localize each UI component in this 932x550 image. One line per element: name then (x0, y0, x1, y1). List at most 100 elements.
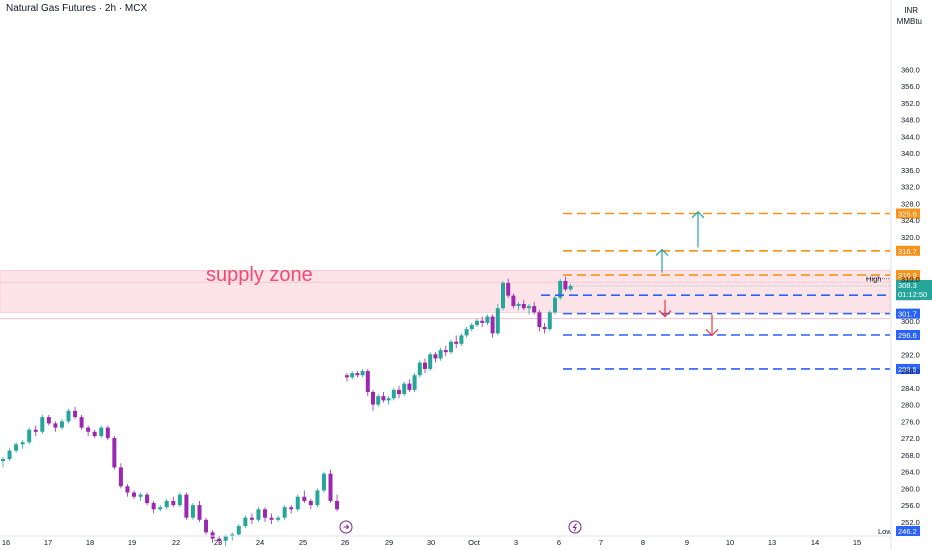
x-tick-label: 24 (256, 538, 264, 547)
last-price-tag[interactable]: 308.301:12:50 (896, 279, 932, 300)
candle (164, 498, 169, 510)
candle-body (376, 396, 381, 405)
level-tag-316.7[interactable]: 316.7 (896, 245, 920, 256)
y-tick-label: 324.0 (901, 216, 920, 225)
candle-body (249, 517, 254, 520)
level-tag-325.6[interactable]: 325.6 (896, 208, 920, 219)
candle-body (464, 329, 469, 336)
candle-body (469, 324, 474, 330)
candle (407, 379, 412, 392)
candle (475, 318, 479, 328)
candle-body (210, 532, 215, 539)
candle (138, 492, 143, 501)
candle-body (302, 496, 307, 501)
y-tick-label: 310.0 (901, 275, 920, 284)
level-tag-310.9[interactable]: 310.9 (896, 270, 920, 281)
candle-body (158, 507, 163, 510)
level-tag-301.7[interactable]: 301.7 (896, 308, 920, 319)
candle (125, 484, 130, 497)
candle (516, 301, 521, 311)
candle (376, 394, 381, 407)
candle (7, 448, 12, 462)
candle (27, 427, 32, 445)
y-tick-label: 288.0 (901, 367, 920, 376)
candle (371, 389, 375, 411)
y-tick-label: 332.0 (901, 183, 920, 192)
candle-body (276, 517, 281, 520)
arrow-up (655, 248, 669, 273)
candle (443, 345, 448, 357)
level-tag-text: 301.7 (898, 310, 917, 319)
y-tick-label: 320.0 (901, 233, 920, 242)
candle (99, 425, 104, 439)
candle-body (412, 375, 417, 390)
y-tick-label: 260.0 (901, 484, 920, 493)
candle-body (86, 427, 91, 432)
level-tag-box (896, 330, 920, 341)
candle (236, 523, 241, 537)
candle (282, 505, 287, 520)
candle-body (14, 444, 19, 451)
candle (532, 301, 537, 315)
candle (177, 492, 182, 508)
candle (386, 396, 391, 405)
level-tag-text: 288.5 (898, 365, 917, 374)
candle-body (563, 280, 568, 290)
supply-zone (0, 270, 891, 320)
level-tag-box (896, 308, 920, 319)
candle-body (423, 362, 427, 369)
candle (86, 425, 91, 436)
y-tick-label: 292.0 (901, 350, 920, 359)
candle-body (521, 304, 526, 309)
level-tag-288.5[interactable]: 288.5 (896, 363, 920, 374)
candle-body (125, 486, 130, 493)
x-tick-label: Oct (468, 538, 481, 547)
candle-body (79, 417, 84, 428)
candle-body (73, 410, 78, 418)
candle (197, 500, 202, 522)
candle (397, 385, 401, 399)
candle (485, 314, 490, 325)
candle (433, 352, 438, 363)
candle (204, 517, 209, 535)
candle (210, 530, 215, 543)
arrow-head (658, 310, 672, 318)
y-tick-label: 348.0 (901, 116, 920, 125)
candle (249, 513, 254, 524)
candle-body (295, 496, 300, 510)
time-axis[interactable]: 16 17 18 19 22 23 24 25 26 29 30 Oct 3 6 7 8 9 10 13 14 15 (0, 535, 891, 547)
candle-body (33, 429, 38, 432)
projection-arrows (655, 210, 719, 337)
candle (511, 293, 516, 309)
y-tick-label: 356.0 (901, 82, 920, 91)
x-tick-label: 26 (341, 538, 349, 547)
candle (66, 408, 71, 424)
candle-body (495, 308, 500, 334)
event-flash-icon[interactable] (568, 520, 582, 534)
candle (79, 415, 84, 430)
candle-body (282, 507, 287, 518)
candle-body (177, 494, 182, 506)
candle-body (506, 283, 511, 296)
candles (1, 276, 573, 547)
candle-body (99, 427, 104, 436)
high-marker-label: High (866, 274, 881, 283)
session-break-icon[interactable] (339, 520, 353, 534)
candle-body (490, 316, 495, 334)
low-marker-box (896, 526, 920, 536)
unit-label: MMBtu (896, 17, 922, 26)
y-tick-label: 352.0 (901, 99, 920, 108)
arrow-up (691, 210, 705, 248)
price-levels: High (541, 212, 890, 370)
candle (402, 381, 407, 397)
candle-body (449, 341, 453, 353)
candle-body (269, 517, 274, 520)
x-tick-label: 9 (685, 538, 689, 547)
price-axis[interactable]: 325.6316.7310.9306.1301.7296.6288.5308.3… (878, 0, 932, 550)
level-tag-296.6[interactable]: 296.6 (896, 330, 920, 341)
symbol-title[interactable]: Natural Gas Futures · 2h · MCX (6, 3, 148, 14)
candle-body (53, 423, 58, 428)
candle-body (553, 297, 557, 313)
candle (145, 492, 150, 506)
